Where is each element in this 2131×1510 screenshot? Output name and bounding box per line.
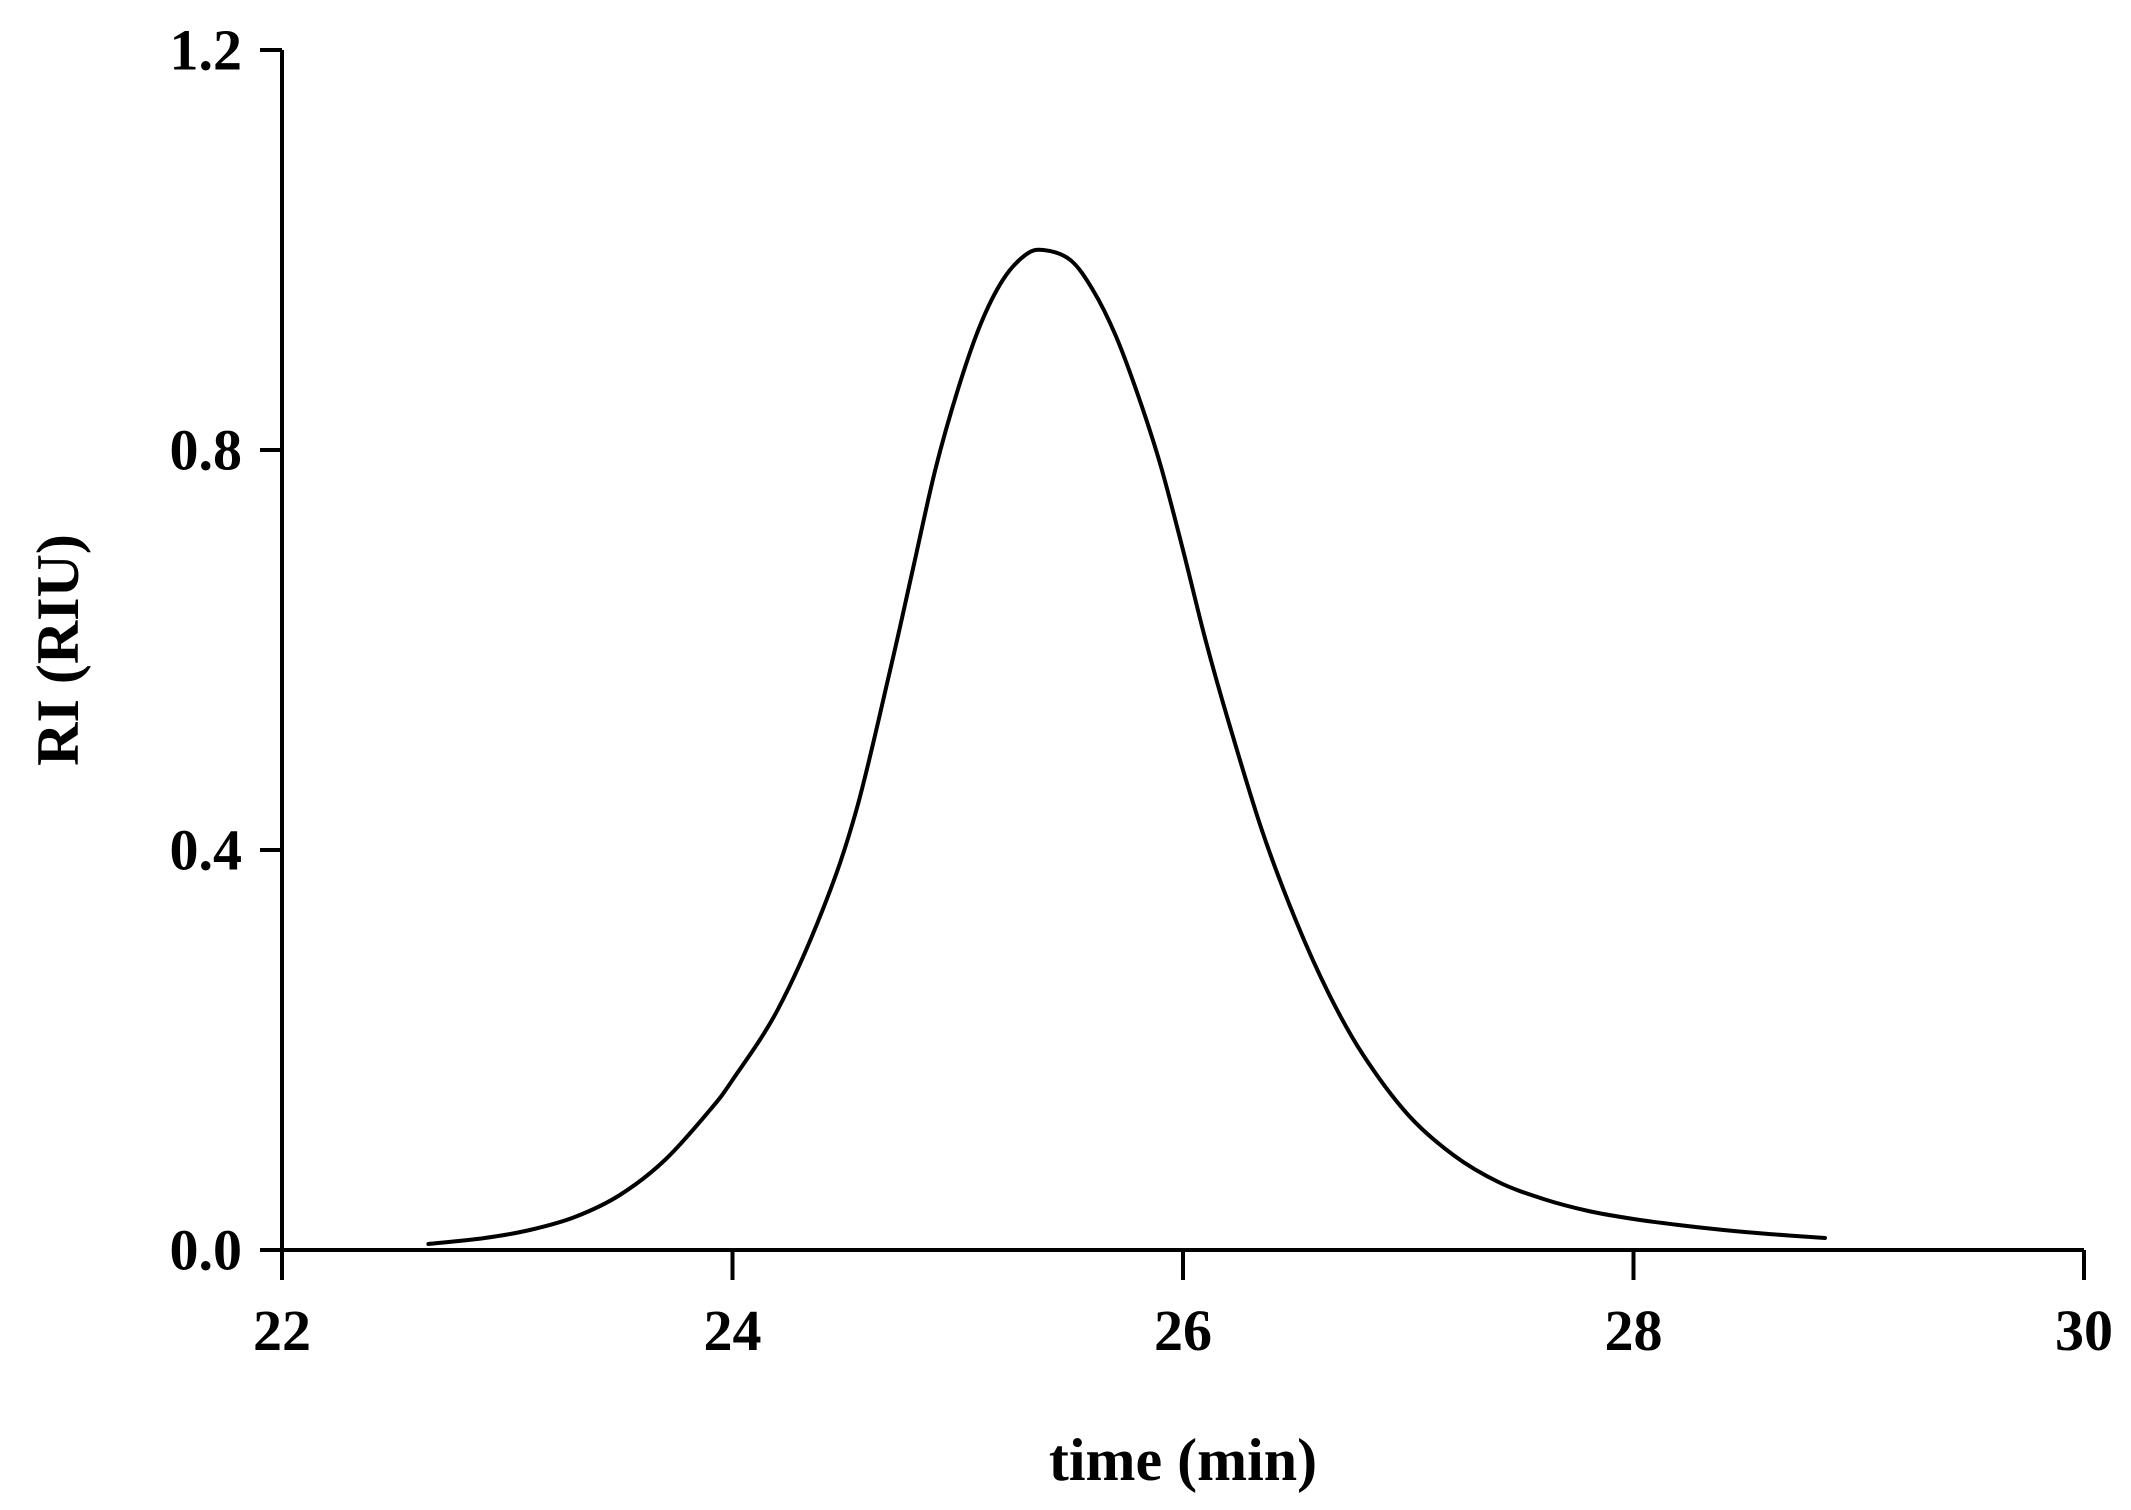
- series-group: [426, 247, 1827, 1246]
- x-axis-title: time (min): [1049, 1427, 1317, 1493]
- y-tick-label: 0.8: [170, 418, 243, 483]
- x-tick-label: 28: [1605, 1298, 1663, 1363]
- x-ticks: 22 24 26 28 30: [253, 1250, 2113, 1363]
- x-tick-label: 30: [2055, 1298, 2113, 1363]
- y-axis-title: RI (RIU): [25, 534, 91, 766]
- series-line: [426, 247, 1827, 1246]
- x-tick-label: 26: [1154, 1298, 1212, 1363]
- x-tick-label: 22: [253, 1298, 311, 1363]
- y-tick-label: 0.4: [170, 818, 243, 883]
- y-ticks: 0.0 0.4 0.8 1.2: [170, 18, 282, 1283]
- plot-area: 0.0 0.4 0.8 1.2 22 24 26 28 30: [170, 18, 2114, 1364]
- x-tick-label: 24: [704, 1298, 762, 1363]
- y-tick-label: 0.0: [170, 1218, 243, 1283]
- y-tick-label: 1.2: [170, 18, 243, 83]
